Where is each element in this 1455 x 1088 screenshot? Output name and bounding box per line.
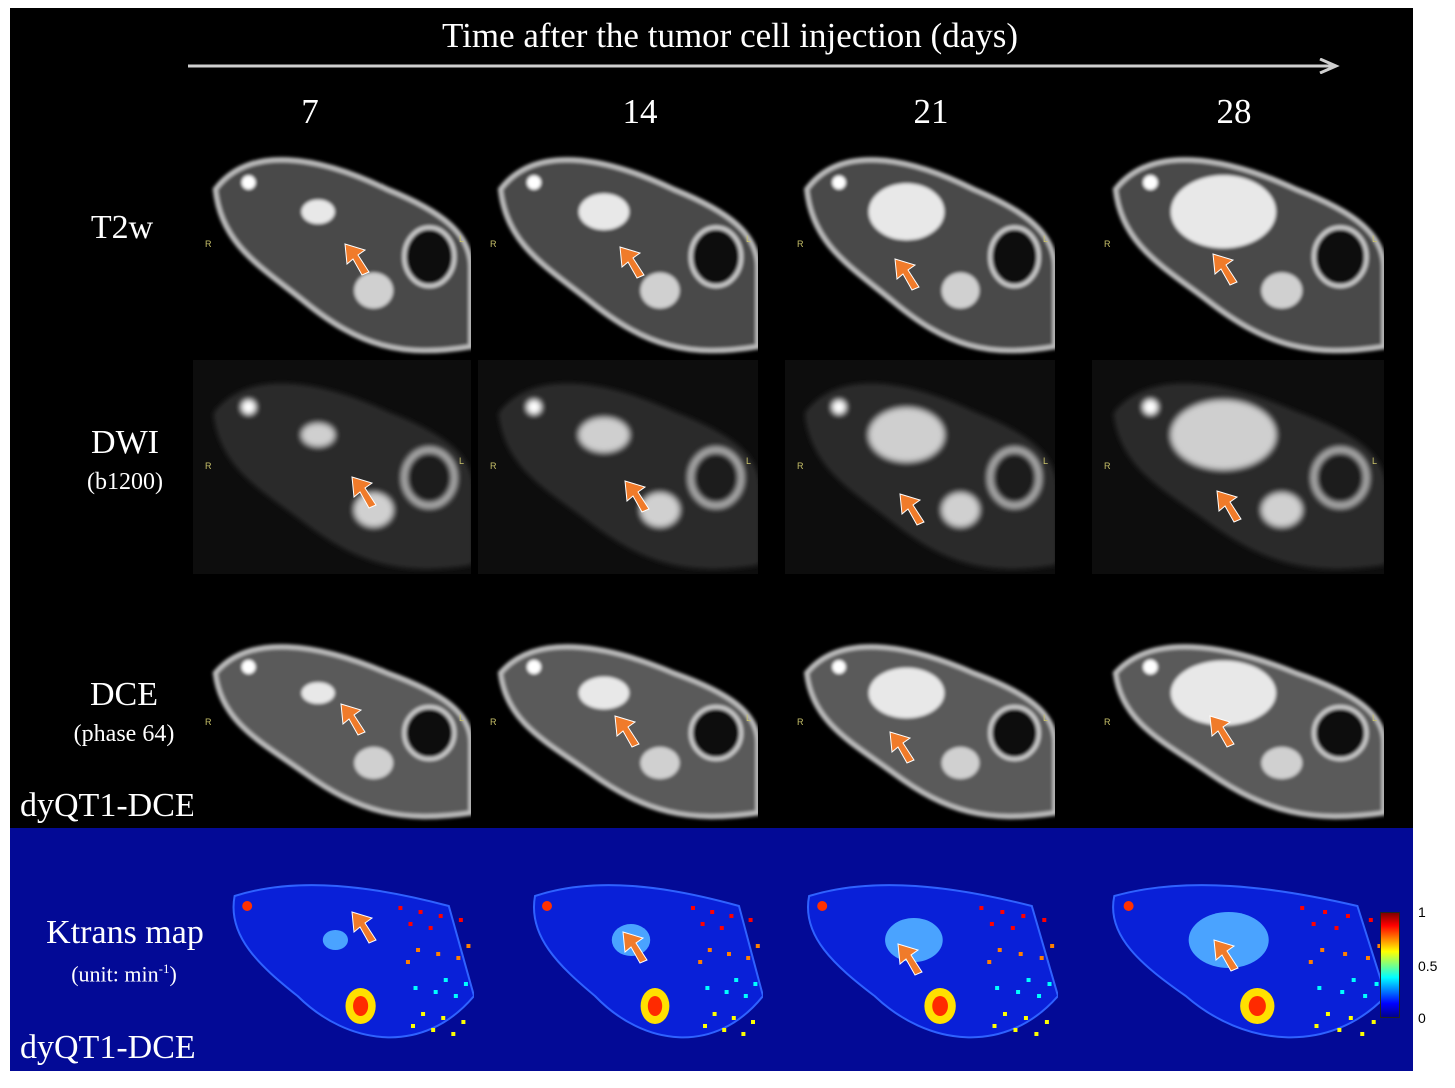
orientation-right-label: R (490, 717, 497, 727)
orientation-left-label: L (1043, 456, 1049, 467)
row-label-dwi: DWI (91, 424, 159, 461)
orientation-left-label: L (459, 713, 465, 723)
orientation-right-label: R (205, 460, 212, 471)
tumor-arrow-dwi-day-21 (899, 493, 925, 526)
colorbar-mid-label: 0.5 (1418, 958, 1438, 974)
timeline-arrow (188, 58, 1340, 74)
ktrans-label: Ktrans map (46, 914, 204, 951)
day-label-7: 7 (301, 92, 319, 131)
ktrans-unit: (unit: min-1) (71, 962, 177, 985)
row-sublabel-dwi: (b1200) (87, 469, 163, 495)
orientation-left-label: L (1372, 456, 1378, 467)
orientation-right-label: R (205, 238, 212, 249)
orientation-right-label: R (797, 460, 804, 471)
ktrans-unit-exponent: -1 (158, 961, 170, 976)
orientation-right-label: R (205, 717, 212, 727)
orientation-left-label: L (746, 456, 752, 467)
orientation-right-label: R (490, 460, 497, 471)
day-label-14: 14 (622, 92, 658, 131)
row-label-t2w: T2w (90, 209, 154, 246)
ktrans-map-day-7 (232, 884, 474, 1039)
tumor-arrow-t2w-day-7 (344, 243, 370, 276)
orientation-left-label: L (459, 234, 465, 245)
tumor-arrow-dce-day-14 (614, 715, 640, 748)
orientation-right-label: R (1104, 238, 1111, 249)
orientation-left-label: L (746, 713, 752, 723)
ktrans-map-day-14 (532, 884, 763, 1039)
orientation-right-label: R (490, 238, 497, 249)
colorbar-max-label: 1 (1418, 904, 1426, 920)
tumor-arrow-t2w-day-28 (1212, 253, 1238, 286)
orientation-right-label: R (797, 717, 804, 727)
ktrans-panel: Ktrans map (unit: min-1) dyQT1-DCE (10, 828, 1413, 1071)
tumor-arrow-t2w-day-21 (894, 258, 920, 291)
ktrans-map-day-28 (1112, 884, 1386, 1039)
orientation-right-label: R (797, 238, 804, 249)
tumor-arrow-dwi-day-28 (1216, 490, 1242, 523)
ktrans-unit-suffix: ) (169, 961, 177, 987)
tumor-arrow-ktrans-day-21 (897, 943, 923, 976)
mri-figure: Time after the tumor cell injection (day… (10, 8, 1413, 1071)
tumor-arrow-ktrans-day-7 (351, 911, 377, 944)
tumor-arrow-ktrans-day-28 (1213, 939, 1239, 972)
tumor-arrow-dwi-day-14 (624, 480, 650, 513)
day-label-28: 28 (1216, 92, 1252, 131)
orientation-left-label: L (1372, 234, 1378, 245)
orientation-left-label: L (1043, 234, 1049, 245)
orientation-right-label: R (1104, 717, 1111, 727)
tumor-arrow-dce-day-21 (889, 731, 915, 764)
row-label-dce: DCE (90, 676, 158, 713)
tumor-arrow-dce-day-7 (340, 703, 366, 736)
method-label-bottom: dyQT1-DCE (20, 1029, 196, 1066)
tumor-arrow-dwi-day-7 (351, 476, 377, 509)
colorbar-min-label: 0 (1418, 1010, 1426, 1026)
figure-title: Time after the tumor cell injection (day… (441, 16, 1019, 55)
tumor-arrow-dce-day-28 (1209, 715, 1235, 748)
tumor-arrow-ktrans-day-14 (622, 931, 648, 964)
colorbar (1380, 912, 1400, 1018)
method-label-top: dyQT1-DCE (20, 787, 196, 824)
day-label-21: 21 (913, 92, 949, 131)
orientation-right-label: R (1104, 460, 1111, 471)
orientation-left-label: L (1043, 713, 1049, 723)
orientation-left-label: L (746, 234, 752, 245)
orientation-left-label: L (1372, 713, 1378, 723)
orientation-left-label: L (459, 456, 465, 467)
tumor-arrow-t2w-day-14 (619, 246, 645, 279)
ktrans-unit-prefix: (unit: min (71, 961, 159, 987)
row-sublabel-dce: (phase 64) (73, 721, 175, 747)
ktrans-map-day-21 (806, 884, 1058, 1039)
